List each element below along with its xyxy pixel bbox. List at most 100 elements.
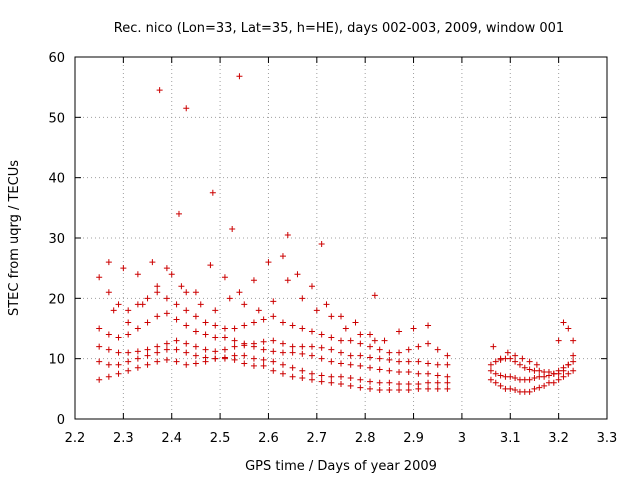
data-point bbox=[338, 337, 344, 344]
data-point bbox=[115, 301, 122, 308]
data-point bbox=[487, 367, 494, 374]
data-point bbox=[415, 343, 422, 350]
data-point bbox=[192, 289, 199, 296]
data-point bbox=[318, 378, 325, 385]
data-point bbox=[163, 356, 170, 363]
data-point bbox=[444, 385, 451, 392]
data-point-outlier bbox=[156, 87, 163, 94]
data-point bbox=[289, 373, 296, 380]
data-point bbox=[299, 295, 306, 302]
data-point bbox=[376, 379, 383, 386]
data-point bbox=[367, 364, 374, 371]
data-point-outlier bbox=[236, 73, 243, 80]
data-point bbox=[212, 307, 219, 314]
data-point bbox=[96, 358, 103, 365]
data-point bbox=[376, 355, 383, 362]
data-point bbox=[405, 346, 412, 353]
data-point bbox=[434, 346, 441, 353]
data-point bbox=[250, 277, 257, 284]
data-point bbox=[260, 346, 267, 353]
data-point bbox=[565, 370, 572, 377]
data-point bbox=[183, 349, 190, 356]
data-point bbox=[163, 265, 170, 272]
data-point bbox=[512, 358, 519, 365]
data-point bbox=[570, 337, 577, 344]
data-point bbox=[386, 387, 393, 394]
data-point bbox=[270, 298, 277, 305]
data-point bbox=[405, 381, 412, 388]
data-point bbox=[134, 364, 141, 371]
data-point bbox=[110, 307, 117, 314]
data-point-outlier bbox=[284, 231, 291, 238]
data-point bbox=[260, 316, 267, 323]
data-point bbox=[212, 355, 219, 362]
data-point bbox=[396, 328, 403, 335]
x-tick-label: 3 bbox=[458, 431, 466, 446]
data-point bbox=[541, 382, 548, 389]
data-point bbox=[125, 307, 132, 314]
data-point bbox=[328, 346, 335, 353]
data-point bbox=[183, 340, 190, 347]
data-point bbox=[357, 362, 364, 369]
data-point bbox=[279, 370, 286, 377]
data-point bbox=[241, 352, 248, 359]
data-point bbox=[96, 274, 103, 281]
data-point bbox=[279, 253, 286, 260]
axis-ticks: 2.2 2.3 2.4 2.5 2.6 2.7 2.8 2.9 3 3.1 3.2 3.3 0 10 20 3… bbox=[48, 51, 617, 446]
data-point bbox=[425, 370, 432, 377]
x-tick-label: 3.3 bbox=[597, 431, 618, 446]
data-point bbox=[250, 319, 257, 326]
data-point bbox=[347, 352, 354, 359]
data-point bbox=[260, 362, 267, 369]
data-point bbox=[504, 349, 511, 356]
data-point bbox=[207, 262, 214, 269]
y-tick-label: 10 bbox=[48, 353, 65, 368]
data-point bbox=[163, 340, 170, 347]
data-point bbox=[357, 384, 364, 391]
grid-lines bbox=[75, 57, 607, 419]
data-point bbox=[197, 301, 204, 308]
data-point bbox=[241, 340, 248, 347]
data-point bbox=[289, 322, 296, 329]
data-point bbox=[425, 379, 432, 386]
data-point bbox=[425, 385, 432, 392]
data-point bbox=[570, 358, 577, 365]
data-point bbox=[125, 358, 132, 365]
data-point bbox=[221, 346, 228, 353]
data-point bbox=[105, 346, 112, 353]
data-point bbox=[96, 376, 103, 383]
data-point bbox=[357, 331, 364, 338]
data-point bbox=[154, 343, 161, 350]
data-point bbox=[183, 361, 190, 368]
data-point bbox=[183, 322, 190, 329]
data-point bbox=[415, 358, 422, 365]
data-point bbox=[323, 301, 330, 308]
data-point bbox=[492, 370, 499, 377]
data-point bbox=[497, 355, 504, 362]
data-point bbox=[270, 348, 277, 355]
data-point bbox=[226, 295, 233, 302]
data-point bbox=[163, 310, 170, 317]
data-point bbox=[115, 334, 122, 341]
data-point bbox=[396, 381, 403, 388]
data-point bbox=[192, 313, 199, 320]
data-point bbox=[497, 382, 504, 389]
data-point bbox=[352, 319, 359, 326]
data-point bbox=[328, 373, 335, 380]
y-tick-label: 50 bbox=[48, 111, 65, 126]
data-point bbox=[125, 367, 132, 374]
data-point bbox=[270, 337, 277, 344]
data-point bbox=[434, 372, 441, 379]
data-point bbox=[294, 271, 301, 278]
data-point bbox=[236, 289, 243, 296]
data-point bbox=[560, 373, 567, 380]
data-point bbox=[231, 343, 238, 350]
data-point bbox=[415, 370, 422, 377]
data-point bbox=[154, 313, 161, 320]
data-point bbox=[536, 367, 543, 374]
data-point bbox=[231, 325, 238, 332]
data-point bbox=[96, 325, 103, 332]
data-point bbox=[367, 378, 374, 385]
data-point bbox=[221, 325, 228, 332]
